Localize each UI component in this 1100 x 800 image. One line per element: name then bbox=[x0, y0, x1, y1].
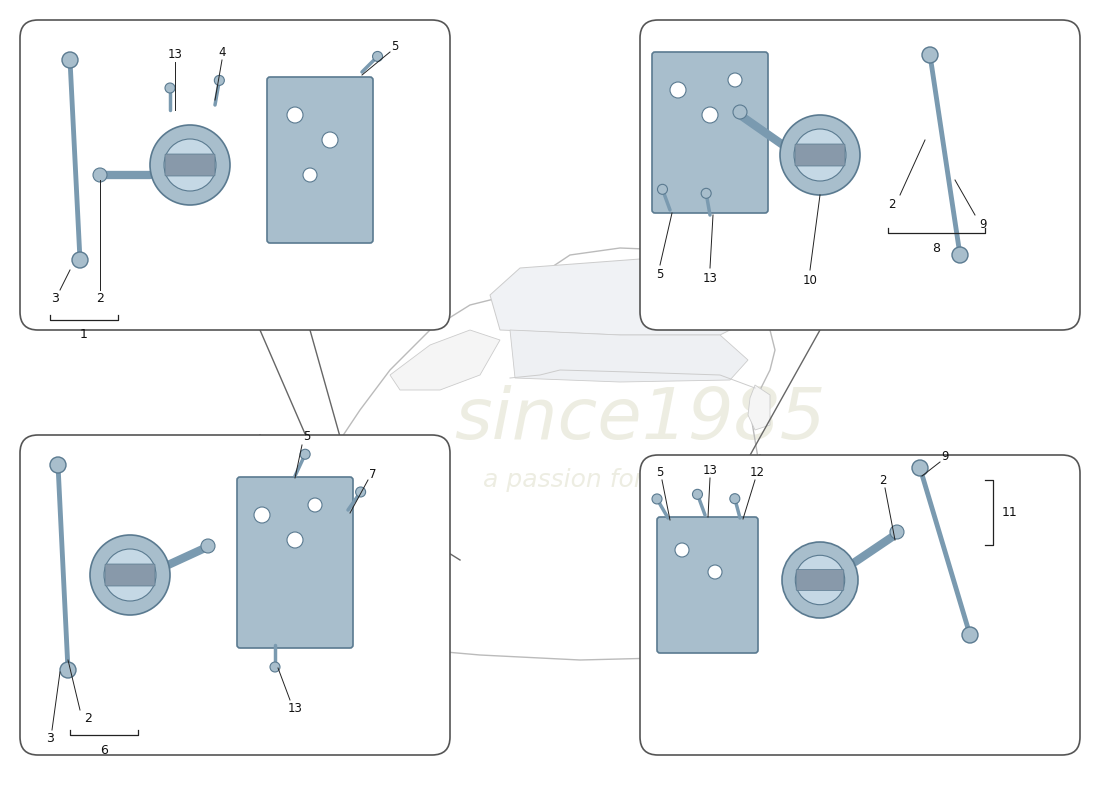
Text: a passion for parts: a passion for parts bbox=[483, 468, 716, 492]
Circle shape bbox=[287, 532, 303, 548]
Ellipse shape bbox=[794, 129, 846, 181]
Circle shape bbox=[652, 494, 662, 504]
Ellipse shape bbox=[795, 555, 845, 605]
Circle shape bbox=[675, 543, 689, 557]
Ellipse shape bbox=[164, 139, 216, 191]
FancyBboxPatch shape bbox=[640, 455, 1080, 755]
Circle shape bbox=[201, 539, 214, 553]
Text: 4: 4 bbox=[218, 46, 226, 58]
Circle shape bbox=[355, 487, 365, 497]
Ellipse shape bbox=[780, 115, 860, 195]
FancyBboxPatch shape bbox=[657, 517, 758, 653]
Text: 2: 2 bbox=[96, 291, 103, 305]
Ellipse shape bbox=[90, 535, 170, 615]
Circle shape bbox=[308, 498, 322, 512]
Circle shape bbox=[922, 47, 938, 63]
Circle shape bbox=[300, 450, 310, 459]
Circle shape bbox=[214, 75, 224, 86]
Text: 13: 13 bbox=[703, 463, 717, 477]
Text: 13: 13 bbox=[167, 47, 183, 61]
FancyBboxPatch shape bbox=[104, 564, 155, 586]
Circle shape bbox=[302, 168, 317, 182]
Circle shape bbox=[345, 530, 375, 560]
FancyBboxPatch shape bbox=[267, 77, 373, 243]
Circle shape bbox=[322, 132, 338, 148]
Ellipse shape bbox=[150, 125, 230, 205]
FancyBboxPatch shape bbox=[165, 154, 214, 176]
Text: since1985: since1985 bbox=[454, 386, 826, 454]
Circle shape bbox=[315, 500, 405, 590]
Circle shape bbox=[72, 252, 88, 268]
Circle shape bbox=[708, 565, 722, 579]
Circle shape bbox=[695, 530, 725, 560]
Text: 5: 5 bbox=[657, 466, 663, 478]
Polygon shape bbox=[490, 256, 760, 335]
Circle shape bbox=[270, 662, 280, 672]
Circle shape bbox=[732, 487, 738, 493]
Polygon shape bbox=[748, 385, 770, 430]
Circle shape bbox=[952, 247, 968, 263]
FancyBboxPatch shape bbox=[640, 20, 1080, 330]
Text: 8: 8 bbox=[932, 242, 940, 254]
Text: 2: 2 bbox=[889, 198, 895, 211]
Circle shape bbox=[693, 490, 703, 499]
FancyBboxPatch shape bbox=[20, 20, 450, 330]
Circle shape bbox=[62, 52, 78, 68]
Circle shape bbox=[670, 82, 686, 98]
FancyBboxPatch shape bbox=[796, 570, 844, 590]
Ellipse shape bbox=[104, 549, 156, 601]
Circle shape bbox=[701, 188, 712, 198]
Text: 13: 13 bbox=[703, 271, 717, 285]
Text: 12: 12 bbox=[749, 466, 764, 478]
Text: 3: 3 bbox=[46, 731, 54, 745]
FancyBboxPatch shape bbox=[20, 435, 450, 755]
Text: 11: 11 bbox=[1002, 506, 1018, 518]
Circle shape bbox=[287, 107, 303, 123]
Polygon shape bbox=[390, 330, 501, 390]
Circle shape bbox=[666, 500, 755, 590]
Circle shape bbox=[728, 73, 743, 87]
Text: 3: 3 bbox=[51, 291, 59, 305]
Text: 2: 2 bbox=[84, 711, 92, 725]
Circle shape bbox=[729, 494, 740, 504]
FancyBboxPatch shape bbox=[652, 52, 768, 213]
Circle shape bbox=[962, 627, 978, 643]
Circle shape bbox=[165, 83, 175, 93]
Circle shape bbox=[94, 168, 107, 182]
Circle shape bbox=[298, 483, 422, 607]
Text: 5: 5 bbox=[657, 269, 663, 282]
Text: 5: 5 bbox=[392, 41, 398, 54]
Circle shape bbox=[331, 499, 339, 507]
Circle shape bbox=[60, 662, 76, 678]
Circle shape bbox=[373, 51, 383, 62]
FancyBboxPatch shape bbox=[236, 477, 353, 648]
Text: 10: 10 bbox=[803, 274, 817, 286]
Text: 13: 13 bbox=[287, 702, 303, 715]
Text: 1: 1 bbox=[80, 329, 88, 342]
Text: 9: 9 bbox=[942, 450, 948, 462]
Circle shape bbox=[912, 460, 928, 476]
Circle shape bbox=[890, 525, 904, 539]
Ellipse shape bbox=[782, 542, 858, 618]
Text: 5: 5 bbox=[304, 430, 310, 443]
Text: 9: 9 bbox=[979, 218, 987, 231]
Circle shape bbox=[702, 107, 718, 123]
FancyBboxPatch shape bbox=[795, 144, 845, 166]
Circle shape bbox=[658, 184, 668, 194]
Polygon shape bbox=[510, 330, 748, 382]
Text: 7: 7 bbox=[370, 467, 376, 481]
Circle shape bbox=[254, 507, 270, 523]
Circle shape bbox=[648, 483, 772, 607]
Circle shape bbox=[733, 105, 747, 119]
Text: 6: 6 bbox=[100, 743, 108, 757]
Circle shape bbox=[352, 487, 358, 493]
Circle shape bbox=[50, 457, 66, 473]
Text: 2: 2 bbox=[879, 474, 887, 486]
Circle shape bbox=[720, 496, 729, 504]
